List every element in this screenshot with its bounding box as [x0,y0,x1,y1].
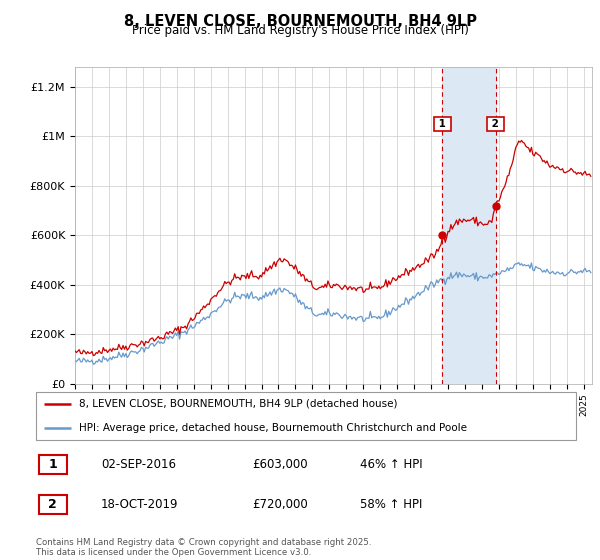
Text: 58% ↑ HPI: 58% ↑ HPI [360,498,422,511]
Text: 18-OCT-2019: 18-OCT-2019 [101,498,178,511]
Text: 1: 1 [435,119,450,129]
Text: 2: 2 [488,119,503,129]
Text: 1: 1 [49,458,57,471]
Text: 46% ↑ HPI: 46% ↑ HPI [360,458,422,471]
Text: Contains HM Land Registry data © Crown copyright and database right 2025.
This d: Contains HM Land Registry data © Crown c… [36,538,371,557]
Text: 02-SEP-2016: 02-SEP-2016 [101,458,176,471]
Text: £603,000: £603,000 [252,458,308,471]
Text: Price paid vs. HM Land Registry's House Price Index (HPI): Price paid vs. HM Land Registry's House … [131,24,469,37]
Text: 8, LEVEN CLOSE, BOURNEMOUTH, BH4 9LP: 8, LEVEN CLOSE, BOURNEMOUTH, BH4 9LP [124,14,476,29]
Text: £720,000: £720,000 [252,498,308,511]
Bar [442,67,496,384]
Bar [39,494,67,514]
Text: 8, LEVEN CLOSE, BOURNEMOUTH, BH4 9LP (detached house): 8, LEVEN CLOSE, BOURNEMOUTH, BH4 9LP (de… [79,399,398,409]
Bar [39,455,67,474]
Text: 2: 2 [49,498,57,511]
Text: HPI: Average price, detached house, Bournemouth Christchurch and Poole: HPI: Average price, detached house, Bour… [79,423,467,433]
